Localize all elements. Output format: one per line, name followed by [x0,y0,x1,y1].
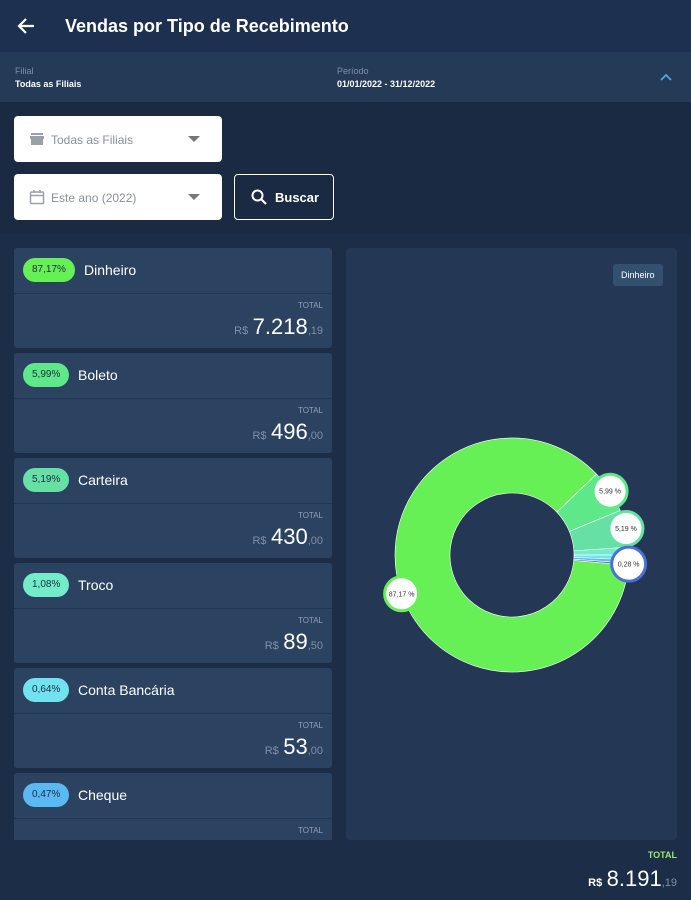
percent-pill: 1,08% [23,573,70,597]
total-label: TOTAL [297,721,323,730]
search-icon [251,189,267,205]
value-label: 5,19 % [615,526,637,533]
total-label: TOTAL [297,511,323,520]
item-card[interactable]: 1,08% Troco TOTAL R$ 89,50 [14,563,332,663]
value-cents: ,00 [307,430,323,442]
divider [14,713,332,714]
currency: R$ [234,325,249,337]
percent-pill: 0,64% [23,678,70,702]
filter-area: Todas as Filiais Este ano (2022) Buscar [0,102,691,234]
donut-chart: 87,17 % 5,99 % 5,19 % 0,28 % [383,437,648,673]
divider [14,503,332,504]
total-label: TOTAL [297,301,323,310]
summary-bar[interactable]: Filial Todas as Filiais Período 01/01/20… [0,52,691,102]
divider [14,398,332,399]
chart-panel: Dinheiro 87,17 % 5,99 % 5,19 % 0,28 % [346,248,677,840]
label-bubble [607,510,645,548]
app-bar: Vendas por Tipo de Recebimento [0,0,691,52]
currency: R$ [252,430,267,442]
item-card[interactable]: 5,99% Boleto TOTAL R$ 496,00 [14,353,332,453]
divider [14,608,332,609]
legend-item[interactable]: Dinheiro [613,264,663,286]
value-integer: 496 [270,419,308,444]
percent-pill: 5,99% [23,363,70,387]
currency: R$ [264,640,279,652]
label-bubble [383,575,421,613]
store-icon [30,133,44,145]
search-text: Buscar [275,190,320,205]
item-value: R$ 7.218,19 [234,314,323,340]
item-card[interactable]: 87,17% Dinheiro TOTAL R$ 7.218,19 [14,248,332,348]
value-cents: ,50 [307,640,323,652]
total-cents: ,19 [661,877,677,889]
filial-value: Todas as Filiais [15,79,82,89]
value-cents: ,00 [307,745,323,757]
percent-pill: 0,47% [23,783,70,807]
item-value: R$ 89,50 [265,629,323,655]
footer-total-label: TOTAL [647,850,677,860]
search-button[interactable]: Buscar [234,174,334,220]
value-label: 87,17 % [389,591,415,598]
periodo-select-text: Este ano (2022) [51,191,137,205]
value-integer: 53 [283,734,308,759]
item-card[interactable]: 5,19% Carteira TOTAL R$ 430,00 [14,458,332,558]
total-label: TOTAL [297,826,323,835]
collapse-icon[interactable] [659,72,673,82]
divider [14,818,332,819]
item-name: Dinheiro [84,262,137,278]
value-integer: 89 [283,629,308,654]
back-button[interactable] [16,16,36,36]
periodo-label: Período [337,66,369,76]
periodo-value: 01/01/2022 - 31/12/2022 [337,79,436,89]
total-label: TOTAL [297,406,323,415]
footer-total: R$ 8.191,19 [588,866,677,892]
item-card[interactable]: 0,64% Conta Bancária TOTAL R$ 53,00 [14,668,332,768]
total-label: TOTAL [297,616,323,625]
dropdown-arrow [188,194,200,200]
value-label: 5,99 % [599,489,621,496]
filial-label: Filial [15,66,34,76]
periodo-select[interactable]: Este ano (2022) [14,174,222,220]
value-cents: ,19 [307,325,323,337]
value-integer: 7.218 [252,314,308,339]
item-name: Troco [78,577,114,593]
item-name: Carteira [78,472,128,488]
item-name: Boleto [78,367,118,383]
title: Vendas por Tipo de Recebimento [65,16,349,36]
percent-pill: 5,19% [23,468,70,492]
percent-pill: 87,17% [23,258,75,282]
item-name: Conta Bancária [78,682,175,698]
filial-select-text: Todas as Filiais [51,133,134,147]
dropdown-arrow [188,136,200,142]
label-bubble [591,472,629,510]
calendar-icon [29,190,45,205]
value-label: 0,28 % [618,562,640,569]
total-integer: 8.191 [606,866,662,891]
currency: R$ [588,877,603,889]
currency: R$ [264,745,279,757]
donut-slice [394,437,629,673]
currency: R$ [252,535,267,547]
item-list: 87,17% Dinheiro TOTAL R$ 7.218,19 5,99% Bolet… [0,248,340,840]
value-integer: 430 [270,524,308,549]
item-name: Cheque [78,787,128,803]
value-cents: ,00 [307,535,323,547]
item-value: R$ 53,00 [265,734,323,760]
label-bubble [610,545,648,583]
item-card[interactable]: 0,47% Cheque TOTAL [14,773,332,840]
filial-select[interactable]: Todas as Filiais [14,116,222,162]
divider [14,293,332,294]
item-value: R$ 496,00 [252,419,323,445]
item-value: R$ 430,00 [252,524,323,550]
